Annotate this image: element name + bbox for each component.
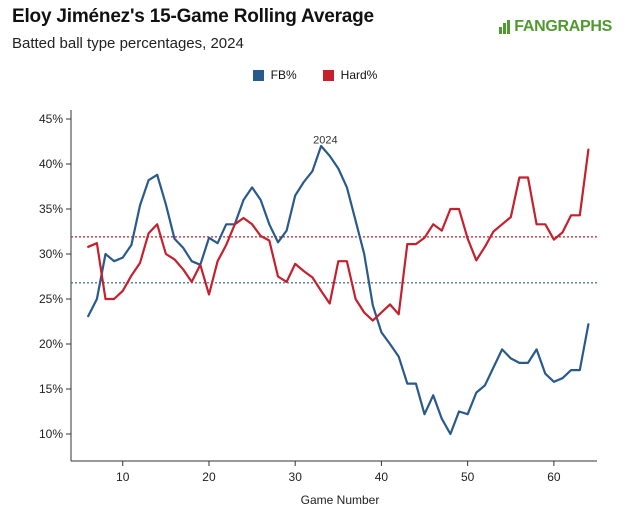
- y-tick-label: 45%: [39, 112, 63, 126]
- x-tick-label: 20: [202, 470, 216, 484]
- x-tick-label: 30: [289, 470, 303, 484]
- fangraphs-logo: FANGRAPHS: [499, 18, 612, 36]
- legend-label-fb: FB%: [270, 68, 297, 82]
- chart-title: Eloy Jiménez's 15-Game Rolling Average: [12, 6, 374, 27]
- x-tick-label: 40: [375, 470, 389, 484]
- series-line-fb: [87, 144, 590, 436]
- chart-legend: FB% Hard%: [0, 68, 630, 82]
- x-tick-label: 60: [547, 470, 561, 484]
- y-tick-label: 40%: [39, 157, 63, 171]
- legend-swatch-fb: [252, 69, 264, 81]
- y-tick-label: 20%: [39, 337, 63, 351]
- year-annotation: 2024: [313, 134, 337, 146]
- logo-text: FANGRAPHS: [514, 18, 612, 35]
- series-line-hard: [87, 148, 590, 322]
- x-tick-label: 50: [461, 470, 475, 484]
- legend-item-fb: FB%: [252, 68, 297, 82]
- y-tick-label: 15%: [39, 382, 63, 396]
- y-tick-label: 35%: [39, 202, 63, 216]
- legend-label-hard: Hard%: [340, 68, 378, 82]
- legend-swatch-hard: [322, 69, 334, 81]
- y-tick-label: 25%: [39, 292, 63, 306]
- legend-item-hard: Hard%: [322, 68, 378, 82]
- y-tick-label: 10%: [39, 427, 63, 441]
- fangraphs-bars-icon: [499, 20, 511, 34]
- y-tick-label: 30%: [39, 247, 63, 261]
- x-axis-label: Game Number: [301, 493, 380, 507]
- chart-subtitle: Batted ball type percentages, 2024: [12, 35, 244, 52]
- x-tick-label: 10: [116, 470, 130, 484]
